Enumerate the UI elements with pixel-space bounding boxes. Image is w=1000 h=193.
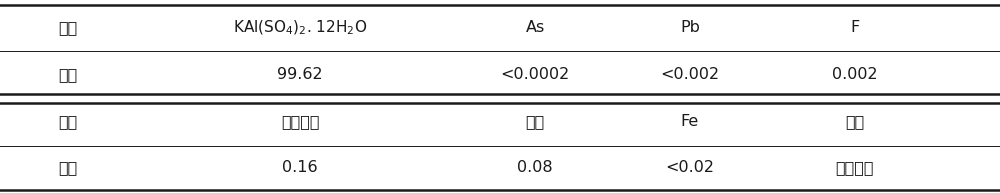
- Text: Pb: Pb: [680, 20, 700, 36]
- Text: Fe: Fe: [681, 114, 699, 129]
- Text: As: As: [525, 20, 545, 36]
- Text: 0.08: 0.08: [517, 160, 553, 175]
- Text: 0.16: 0.16: [282, 160, 318, 175]
- Text: 0.002: 0.002: [832, 67, 878, 82]
- Text: <0.002: <0.002: [660, 67, 720, 82]
- Text: 含量: 含量: [58, 160, 78, 175]
- Text: 含量: 含量: [58, 67, 78, 82]
- Text: KAl(SO$_4$)$_2$. 12H$_2$O: KAl(SO$_4$)$_2$. 12H$_2$O: [233, 19, 367, 37]
- Text: 水不容物: 水不容物: [281, 114, 319, 129]
- Text: 符合检验: 符合检验: [836, 160, 874, 175]
- Text: 项目: 项目: [58, 114, 78, 129]
- Text: F: F: [850, 20, 860, 36]
- Text: 水分: 水分: [525, 114, 545, 129]
- Text: 99.62: 99.62: [277, 67, 323, 82]
- Text: 醔盐: 醔盐: [845, 114, 865, 129]
- Text: 项目: 项目: [58, 20, 78, 36]
- Text: <0.0002: <0.0002: [500, 67, 570, 82]
- Text: <0.02: <0.02: [666, 160, 714, 175]
